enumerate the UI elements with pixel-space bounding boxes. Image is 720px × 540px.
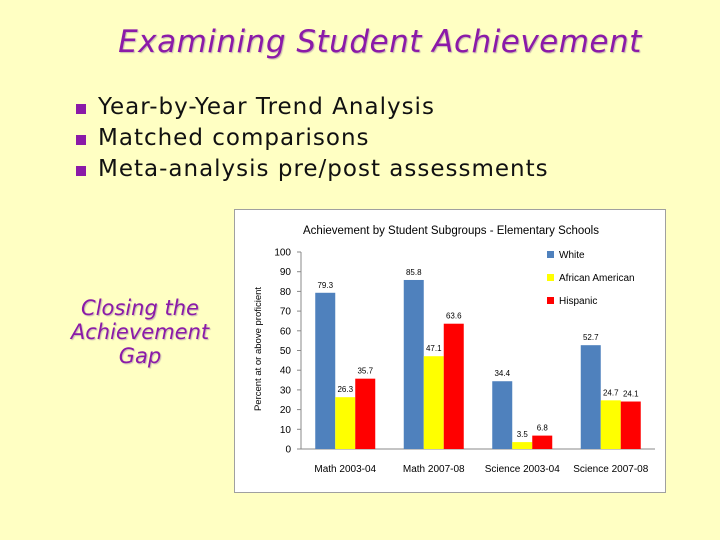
legend-swatch [547, 297, 554, 304]
bars: 79.3 26.3 35.7 85.8 47.1 63.6 34.4 3.5 6.8 52.7 24… [315, 268, 641, 449]
bar-chart-panel: Achievement by Student Subgroups - Eleme… [234, 209, 666, 493]
data-label: 35.7 [357, 367, 373, 376]
x-tick-label: Science 2007-08 [573, 464, 648, 475]
bar-hispanic [355, 378, 376, 449]
data-label: 24.7 [603, 388, 619, 397]
bar-chart: Achievement by Student Subgroups - Eleme… [253, 225, 655, 475]
bullet-square-icon [76, 165, 86, 176]
bullet-item: Meta-analysis pre/post assessments [76, 154, 549, 185]
caption-line: Closing the [81, 296, 199, 320]
bar-white [403, 279, 424, 449]
legend-swatch [547, 274, 554, 281]
data-label: 47.1 [426, 344, 442, 353]
y-tick-label: 60 [280, 326, 292, 337]
chart-title: Achievement by Student Subgroups - Eleme… [303, 225, 599, 237]
y-tick-label: 20 [280, 405, 292, 416]
bar-african-american [600, 400, 621, 449]
y-tick-label: 50 [280, 346, 292, 357]
y-tick-label: 80 [280, 287, 292, 298]
bullet-item: Matched comparisons [76, 123, 549, 154]
legend-swatch [547, 251, 554, 258]
legend: White African American Hispanic [547, 250, 635, 307]
data-label: 24.1 [623, 390, 639, 399]
bar-hispanic [532, 435, 553, 449]
bar-white [580, 345, 601, 449]
bar-white [492, 381, 513, 449]
y-tick-label: 0 [285, 445, 291, 456]
bar-african-american [512, 442, 533, 449]
bar-hispanic [620, 401, 641, 449]
y-tick-label: 100 [274, 248, 291, 259]
legend-label: White [559, 250, 585, 261]
data-label: 52.7 [583, 333, 599, 342]
bullet-text: Matched comparisons [98, 125, 370, 151]
legend-label: Hispanic [559, 296, 597, 307]
data-label: 85.8 [406, 268, 422, 277]
bar-white [315, 292, 336, 449]
y-tick-label: 70 [280, 307, 292, 318]
caption-line: Gap [118, 344, 162, 368]
closing-gap-caption: Closing the Achievement Gap [52, 296, 228, 368]
slide-title: Examining Student Achievement [118, 24, 642, 60]
bar-hispanic [443, 323, 464, 449]
bullet-list: Year-by-Year Trend Analysis Matched comp… [76, 92, 549, 185]
bullet-text: Year-by-Year Trend Analysis [98, 94, 435, 120]
bar-african-american [335, 397, 356, 449]
data-label: 79.3 [317, 281, 333, 290]
bullet-square-icon [76, 103, 86, 114]
legend-label: African American [559, 273, 635, 284]
data-label: 34.4 [494, 369, 510, 378]
bullet-text: Meta-analysis pre/post assessments [98, 156, 549, 182]
bullet-square-icon [76, 134, 86, 145]
y-axis-title: Percent at or above proficient [253, 287, 264, 411]
y-tick-label: 30 [280, 385, 292, 396]
x-tick-label: Math 2007-08 [403, 464, 465, 475]
bullet-item: Year-by-Year Trend Analysis [76, 92, 549, 123]
x-tick-label: Science 2003-04 [485, 464, 560, 475]
y-tick-label: 40 [280, 366, 292, 377]
data-label: 26.3 [337, 385, 353, 394]
x-tick-label: Math 2003-04 [314, 464, 376, 475]
data-label: 3.5 [517, 430, 529, 439]
data-label: 6.8 [537, 424, 549, 433]
data-label: 63.6 [446, 312, 462, 321]
y-tick-label: 10 [280, 425, 292, 436]
y-tick-label: 90 [280, 267, 292, 278]
caption-line: Achievement [70, 320, 210, 344]
bar-african-american [423, 356, 444, 449]
